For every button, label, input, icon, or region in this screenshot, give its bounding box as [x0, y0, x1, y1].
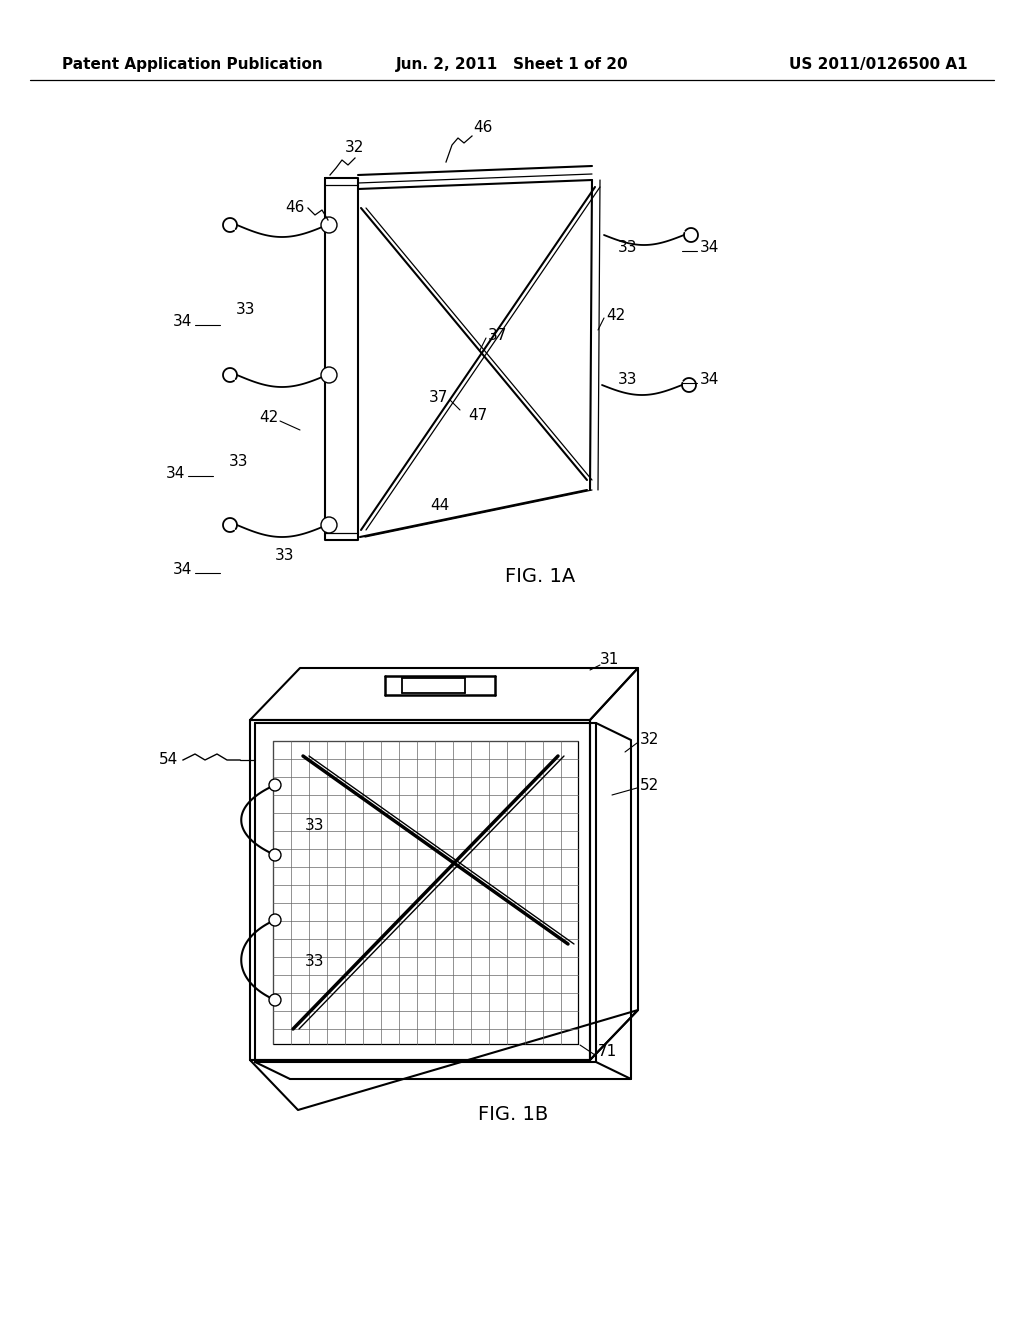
Text: 34: 34 [700, 240, 720, 256]
Text: 37: 37 [429, 389, 449, 404]
Text: 33: 33 [228, 454, 248, 470]
Text: 71: 71 [598, 1044, 617, 1060]
Circle shape [269, 913, 281, 927]
Text: 32: 32 [640, 733, 659, 747]
Text: 42: 42 [259, 411, 278, 425]
Text: 37: 37 [488, 327, 507, 342]
Text: 52: 52 [640, 777, 659, 792]
Text: FIG. 1B: FIG. 1B [478, 1106, 548, 1125]
Text: 33: 33 [236, 302, 255, 318]
Text: 33: 33 [618, 240, 638, 256]
Text: 34: 34 [166, 466, 185, 480]
Circle shape [269, 994, 281, 1006]
Text: FIG. 1A: FIG. 1A [505, 566, 575, 586]
Text: 34: 34 [700, 372, 720, 388]
Text: 31: 31 [600, 652, 620, 668]
Circle shape [321, 216, 337, 234]
Text: Patent Application Publication: Patent Application Publication [62, 58, 323, 73]
Text: 33: 33 [618, 372, 638, 388]
Text: Jun. 2, 2011   Sheet 1 of 20: Jun. 2, 2011 Sheet 1 of 20 [395, 58, 629, 73]
Text: 33: 33 [305, 818, 325, 833]
Circle shape [269, 849, 281, 861]
Text: 33: 33 [305, 954, 325, 969]
Text: 33: 33 [275, 548, 295, 562]
Text: 42: 42 [606, 308, 626, 322]
Circle shape [269, 779, 281, 791]
Text: 46: 46 [286, 201, 305, 215]
Text: 44: 44 [430, 499, 450, 513]
Text: US 2011/0126500 A1: US 2011/0126500 A1 [790, 58, 968, 73]
Circle shape [321, 367, 337, 383]
Text: 32: 32 [345, 140, 365, 156]
Circle shape [321, 517, 337, 533]
Text: 54: 54 [159, 752, 178, 767]
Text: 34: 34 [173, 314, 193, 330]
Text: 34: 34 [173, 562, 193, 578]
Text: 47: 47 [468, 408, 487, 424]
Text: 46: 46 [473, 120, 493, 135]
